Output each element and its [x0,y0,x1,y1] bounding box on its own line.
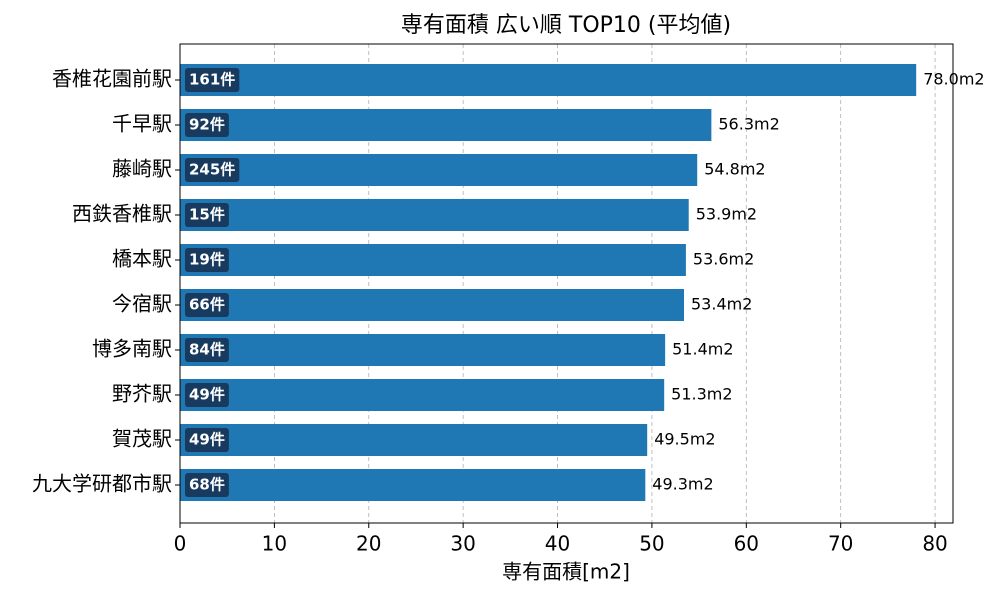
count-badge [185,473,229,497]
count-label: 84件 [189,341,225,359]
y-tick-label: 橋本駅 [112,247,172,271]
count-label: 66件 [189,296,225,314]
bar [180,289,685,321]
count-label: 15件 [189,206,225,224]
bar [180,154,698,186]
value-label: 49.3m2 [652,475,713,494]
x-tick-label: 40 [545,532,570,556]
value-label: 78.0m2 [923,70,984,89]
x-tick-label: 0 [174,532,187,556]
count-badge [185,68,240,92]
x-tick-label: 30 [450,532,475,556]
y-tick-label: 千早駅 [112,112,172,136]
value-label: 51.4m2 [672,340,733,359]
plot-frame [179,43,954,524]
value-label: 51.3m2 [671,385,732,404]
value-label: 54.8m2 [704,160,765,179]
count-badge [185,338,229,362]
count-badge [185,293,229,317]
x-tick-label: 60 [734,532,759,556]
x-tick-label: 70 [828,532,853,556]
y-tick-label: 西鉄香椎駅 [72,202,172,226]
count-badge [185,203,229,227]
bar [180,424,648,456]
y-tick-label: 野芥駅 [112,382,172,406]
x-tick-label: 20 [356,532,381,556]
bar [180,334,666,366]
bar [180,64,917,96]
count-label: 49件 [189,431,225,449]
bar [180,109,712,141]
count-label: 161件 [189,71,235,89]
count-badge [185,383,229,407]
bar [180,379,665,411]
value-label: 53.9m2 [696,205,757,224]
y-tick-label: 博多南駅 [92,337,172,361]
value-label: 49.5m2 [654,430,715,449]
x-axis-label: 専有面積[m2] [502,560,630,584]
count-label: 19件 [189,251,225,269]
count-badge [185,113,229,137]
y-tick-label: 香椎花園前駅 [52,67,172,91]
bar [180,199,689,231]
value-label: 56.3m2 [718,115,779,134]
x-tick-label: 10 [262,532,287,556]
count-label: 49件 [189,386,225,404]
bar [180,469,646,501]
count-badge [185,428,229,452]
count-badge [185,158,240,182]
y-tick-label: 九大学研都市駅 [32,472,172,496]
x-tick-label: 80 [922,532,947,556]
count-label: 245件 [189,161,235,179]
bar [180,244,686,276]
y-tick-label: 今宿駅 [112,292,172,316]
x-tick-label: 50 [639,532,664,556]
value-label: 53.6m2 [693,250,754,269]
count-label: 68件 [189,476,225,494]
value-label: 53.4m2 [691,295,752,314]
y-tick-label: 藤崎駅 [112,157,172,181]
y-tick-label: 賀茂駅 [112,427,172,451]
chart-title: 専有面積 広い順 TOP10 (平均値) [401,13,731,38]
count-badge [185,248,229,272]
count-label: 92件 [189,116,225,134]
